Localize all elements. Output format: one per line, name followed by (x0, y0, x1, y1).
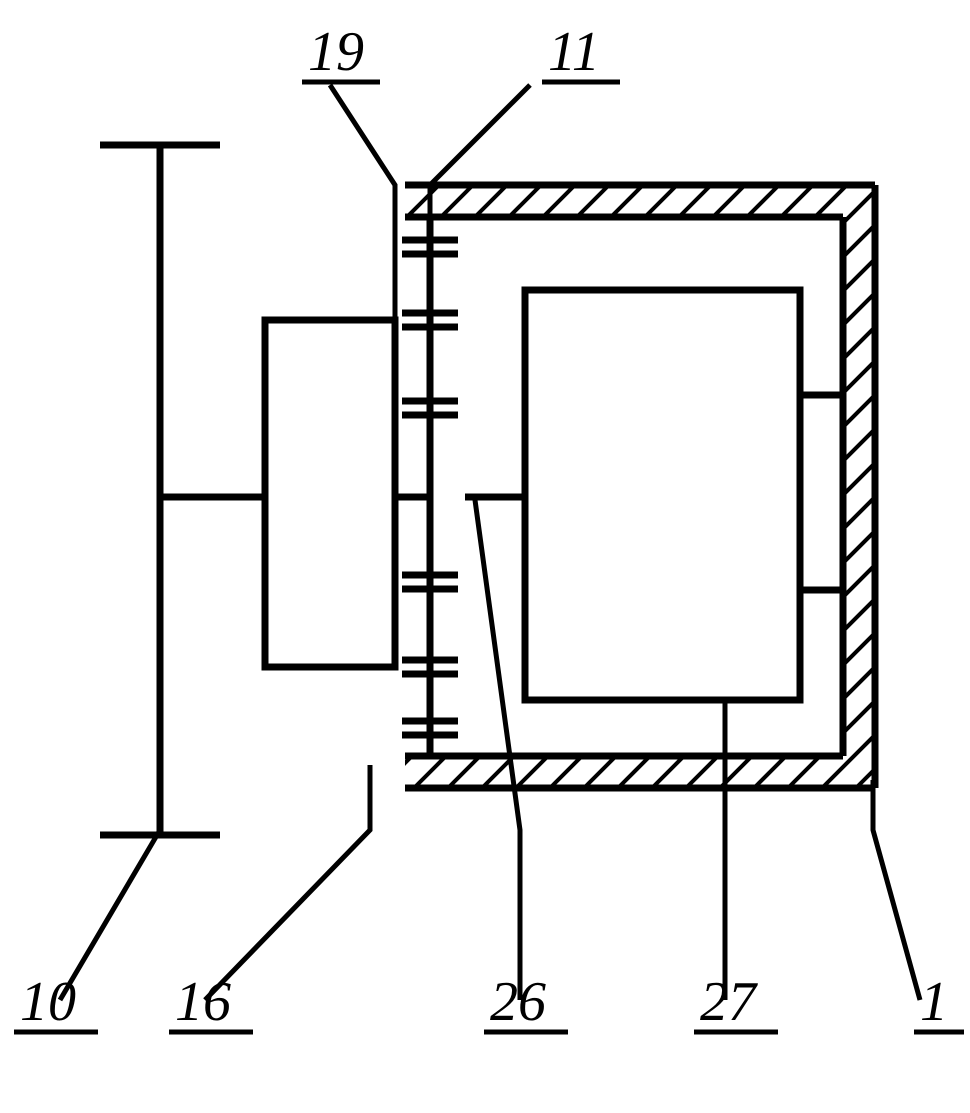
schematic-canvas: 19 11 10 16 26 27 1 (0, 0, 970, 1113)
label-10: 10 (20, 971, 76, 1033)
label-19: 19 (308, 21, 364, 83)
label-26: 26 (490, 971, 546, 1033)
label-27: 27 (700, 971, 758, 1033)
label-1: 1 (920, 971, 948, 1033)
label-16: 16 (175, 971, 231, 1033)
label-11: 11 (548, 21, 600, 83)
